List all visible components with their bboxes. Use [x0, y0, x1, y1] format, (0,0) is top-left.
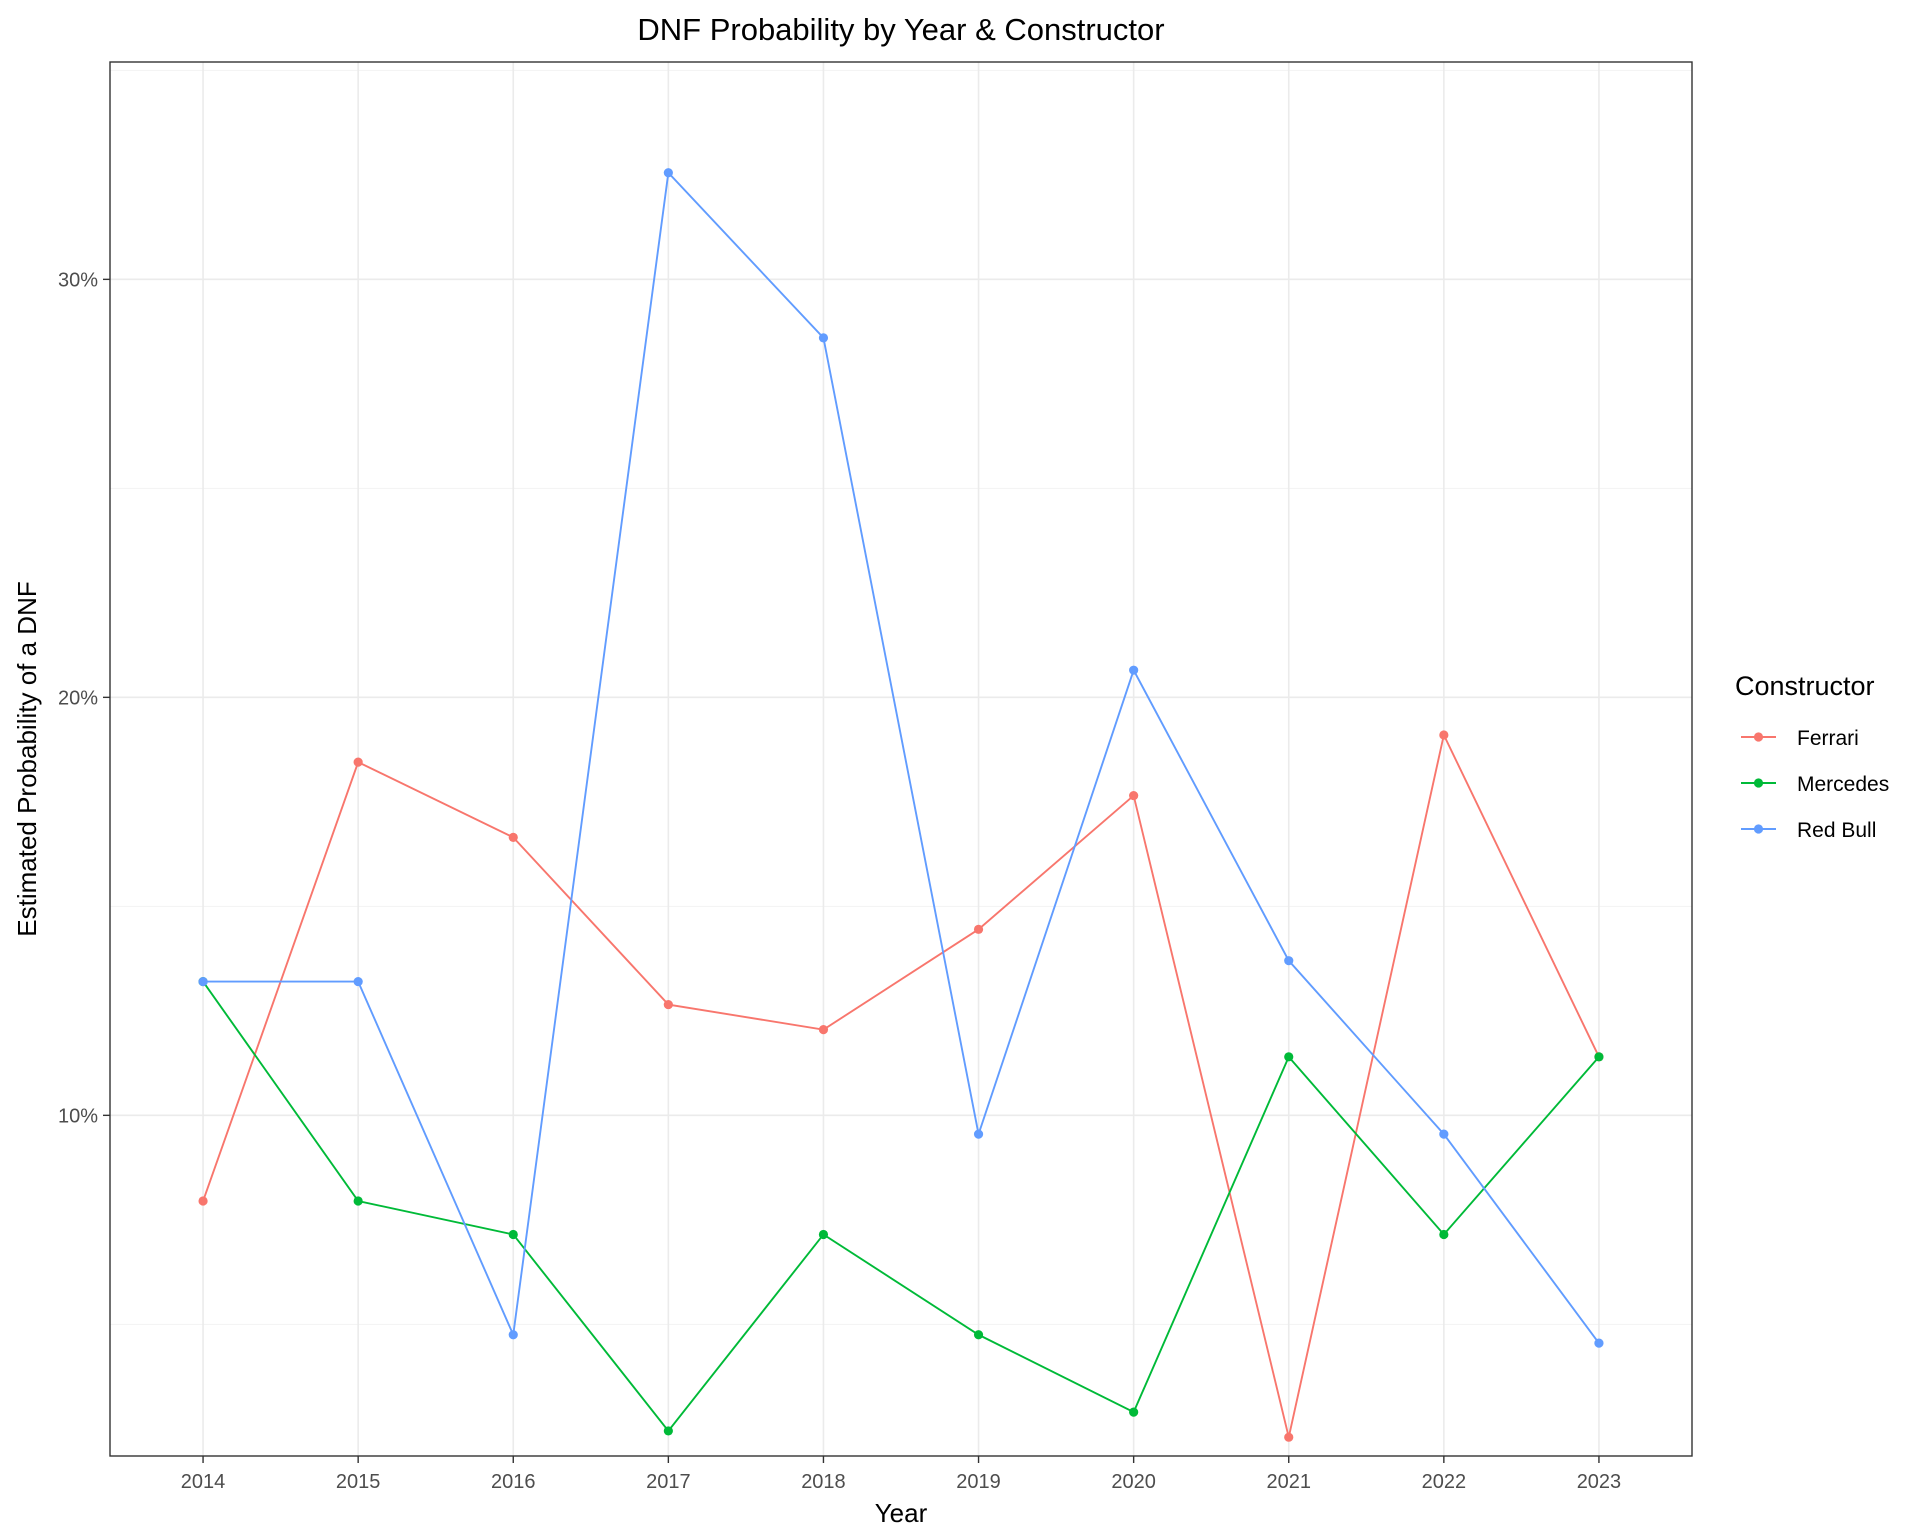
point-ferrari [1284, 1432, 1294, 1442]
x-axis-title: Year [875, 1498, 928, 1528]
x-tick-label: 2022 [1422, 1471, 1467, 1493]
series-red-bull [198, 168, 1604, 1348]
series-ferrari [198, 730, 1604, 1442]
point-mercedes [663, 1426, 673, 1436]
legend-label: Mercedes [1797, 773, 1889, 796]
legend-label: Red Bull [1797, 819, 1876, 842]
point-mercedes [818, 1229, 829, 1240]
legend: Constructor Ferrari Mercedes Red Bull [1735, 671, 1889, 842]
x-tick-label: 2017 [646, 1471, 691, 1493]
point-red-bull [663, 168, 673, 178]
point-ferrari [353, 757, 363, 767]
panel-border [109, 61, 1693, 1457]
legend-key-point [1753, 824, 1764, 834]
point-ferrari [818, 1025, 829, 1035]
y-tick-label: 10% [58, 1105, 98, 1127]
point-red-bull [1594, 1338, 1604, 1348]
point-mercedes [508, 1229, 518, 1240]
point-red-bull [1439, 1129, 1449, 1139]
point-ferrari [663, 999, 673, 1010]
y-axis: 10% 20% 30% [58, 269, 110, 1127]
x-tick-label: 2015 [336, 1471, 381, 1493]
series-mercedes [198, 976, 1604, 1436]
legend-key-point [1753, 732, 1764, 742]
legend-item-red-bull: Red Bull [1741, 819, 1876, 842]
x-tick-label: 2018 [801, 1471, 846, 1493]
point-red-bull [198, 976, 208, 987]
line-red-bull [203, 170, 1600, 1344]
x-tick-label: 2019 [956, 1471, 1001, 1493]
chart-title: DNF Probability by Year & Constructor [637, 12, 1164, 47]
x-tick-label: 2023 [1577, 1471, 1622, 1493]
point-ferrari [508, 832, 518, 842]
point-ferrari [1439, 730, 1449, 740]
point-red-bull [1129, 665, 1139, 675]
y-axis-title: Estimated Probability of a DNF [12, 581, 42, 936]
grid [110, 62, 1692, 1456]
point-mercedes [1284, 1052, 1294, 1062]
line-ferrari [202, 732, 1600, 1438]
legend-key-point [1753, 778, 1764, 788]
legend-item-mercedes: Mercedes [1741, 773, 1889, 796]
point-ferrari [973, 924, 984, 934]
point-ferrari [198, 1196, 208, 1206]
legend-title: Constructor [1735, 671, 1875, 701]
x-tick-label: 2014 [181, 1471, 226, 1493]
point-red-bull [353, 976, 363, 987]
point-mercedes [973, 1330, 984, 1340]
legend-label: Ferrari [1797, 727, 1859, 750]
x-axis: 2014 2015 2016 2017 2018 2019 2020 2021 2022 2023 [181, 1456, 1621, 1493]
point-mercedes [353, 1196, 363, 1206]
point-ferrari [1129, 790, 1139, 801]
point-red-bull [973, 1129, 984, 1139]
line-mercedes [202, 981, 1600, 1433]
x-tick-label: 2016 [491, 1471, 536, 1493]
y-tick-label: 20% [58, 687, 98, 709]
point-mercedes [1129, 1407, 1139, 1417]
legend-item-ferrari: Ferrari [1741, 727, 1859, 750]
point-red-bull [1284, 956, 1294, 966]
y-tick-label: 30% [58, 269, 98, 291]
x-tick-label: 2021 [1266, 1471, 1311, 1493]
series-lines [198, 168, 1604, 1442]
point-mercedes [1594, 1052, 1604, 1062]
point-mercedes [1439, 1229, 1449, 1240]
point-red-bull [818, 333, 829, 343]
point-red-bull [508, 1330, 518, 1340]
x-tick-label: 2020 [1111, 1471, 1156, 1493]
